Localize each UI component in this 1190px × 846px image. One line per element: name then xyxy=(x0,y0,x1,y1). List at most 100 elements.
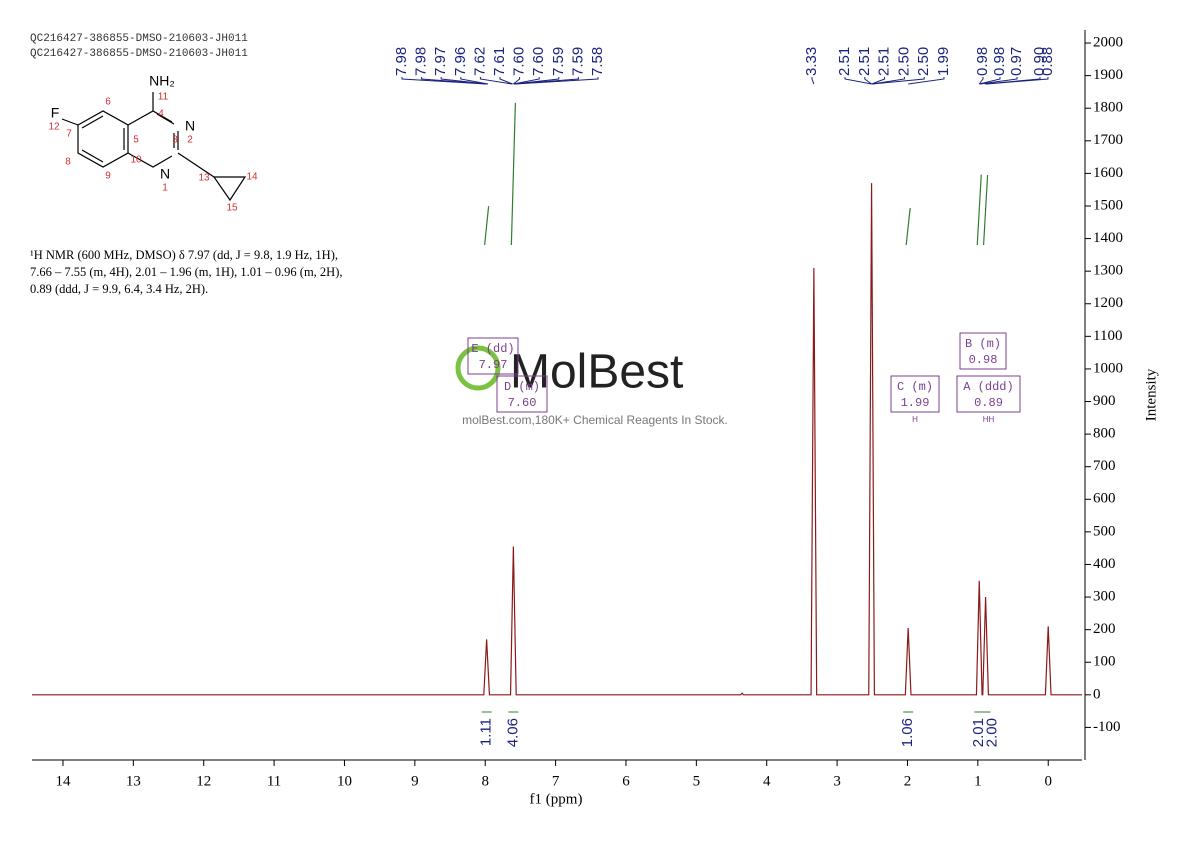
peak-leader xyxy=(871,77,886,85)
atom-number: 4 xyxy=(158,109,164,120)
x-axis-label: f1 (ppm) xyxy=(530,791,583,807)
y-tick-label: 1300 xyxy=(1093,263,1123,279)
integral-label: 2.01 xyxy=(970,718,987,747)
peak-label: 7.59 xyxy=(550,47,567,76)
peak-label: 0.88 xyxy=(1039,47,1056,76)
multiplet-shift: 1.99 xyxy=(901,396,930,410)
y-tick-label: 600 xyxy=(1093,491,1116,507)
multiplet-box xyxy=(496,375,548,413)
multiplet-label: D (m) xyxy=(504,380,540,394)
atom-number: 6 xyxy=(105,97,111,108)
atom-number: 2 xyxy=(187,135,193,146)
header-line: QC216427-386855-DMSO-210603-JH011 xyxy=(30,33,248,45)
peak-label: 2.51 xyxy=(876,47,893,76)
y-axis-label: Intensity xyxy=(1143,368,1159,421)
multiplet-box xyxy=(959,332,1007,370)
x-tick-label: 2 xyxy=(904,773,912,789)
peak-label: 7.61 xyxy=(491,47,508,76)
y-tick-label: 400 xyxy=(1093,556,1116,572)
peak-leader xyxy=(872,77,905,85)
peak-leader xyxy=(908,77,945,85)
y-tick-label: 900 xyxy=(1093,393,1116,409)
peak-label: 7.98 xyxy=(413,47,430,76)
multiplet-box xyxy=(467,337,519,375)
peak-leader xyxy=(514,77,599,85)
x-tick-label: 11 xyxy=(267,773,281,789)
x-tick-label: 10 xyxy=(337,773,352,789)
atom-number: 13 xyxy=(198,173,210,184)
peak-leader xyxy=(514,77,560,85)
y-tick-label: 1100 xyxy=(1093,328,1122,344)
peak-leader xyxy=(479,77,513,85)
y-tick-label: -100 xyxy=(1093,719,1121,735)
x-tick-label: 6 xyxy=(622,773,630,789)
x-tick-label: 1 xyxy=(974,773,982,789)
peak-label: 7.60 xyxy=(530,47,547,76)
peak-leader xyxy=(499,77,513,85)
multiplet-shift: 7.60 xyxy=(508,396,537,410)
peak-leader xyxy=(986,77,1049,85)
peak-label: 7.98 xyxy=(393,47,410,76)
atom-label: F xyxy=(51,105,60,121)
atom-label: N xyxy=(185,118,195,134)
integral-trace xyxy=(905,207,911,246)
peak-label: 7.58 xyxy=(589,47,606,76)
watermark-brand: MolBest xyxy=(510,346,683,399)
integral-label: 1.11 xyxy=(478,718,495,746)
y-tick-label: 2000 xyxy=(1093,34,1123,50)
nmr-description: ¹H NMR (600 MHz, DMSO) δ 7.97 (dd, J = 9… xyxy=(30,248,338,262)
peak-leader xyxy=(440,77,488,85)
peak-label: 0.90 xyxy=(1031,47,1048,76)
peak-leader xyxy=(864,77,872,85)
x-tick-label: 7 xyxy=(552,773,560,789)
multiplet-label: A (ddd) xyxy=(963,380,1013,394)
y-tick-label: 1400 xyxy=(1093,230,1123,246)
y-tick-label: 1600 xyxy=(1093,165,1123,181)
peak-label: 2.50 xyxy=(915,47,932,76)
atom-number: 14 xyxy=(246,172,258,183)
multiplet-label: B (m) xyxy=(965,337,1001,351)
atom-label: NH₂ xyxy=(149,73,175,89)
y-tick-label: 1700 xyxy=(1093,132,1123,148)
multiplet-box xyxy=(890,375,940,413)
y-tick-label: 100 xyxy=(1093,654,1116,670)
atom-label: N xyxy=(160,166,170,182)
peak-label: 0.97 xyxy=(1008,47,1025,76)
atom-number: 15 xyxy=(226,203,238,214)
peak-leader xyxy=(513,77,521,85)
x-tick-label: 5 xyxy=(693,773,701,789)
integral-trace xyxy=(982,174,989,246)
x-tick-label: 3 xyxy=(833,773,841,789)
integral-label: 1.06 xyxy=(899,718,916,747)
x-tick-label: 4 xyxy=(763,773,771,789)
peak-leader xyxy=(979,77,1001,85)
watermark-tagline: molBest.com,180K+ Chemical Reagents In S… xyxy=(462,413,728,427)
peak-label: 7.96 xyxy=(452,47,469,76)
peak-leader xyxy=(513,77,540,85)
peak-leader xyxy=(872,77,925,85)
multiplet-shift: 0.98 xyxy=(969,353,998,367)
integral-trace xyxy=(484,206,490,246)
atom-number: 8 xyxy=(65,157,71,168)
y-tick-label: 800 xyxy=(1093,426,1116,442)
x-tick-label: 0 xyxy=(1044,773,1052,789)
y-tick-label: 200 xyxy=(1093,621,1116,637)
peak-leader xyxy=(460,77,489,85)
peak-label: 7.60 xyxy=(511,47,528,76)
y-tick-label: 1500 xyxy=(1093,197,1123,213)
y-tick-label: 1200 xyxy=(1093,295,1123,311)
peak-leader xyxy=(978,77,984,85)
x-tick-label: 13 xyxy=(126,773,141,789)
atom-number: 1 xyxy=(162,183,168,194)
nmr-description: 7.66 – 7.55 (m, 4H), 2.01 – 1.96 (m, 1H)… xyxy=(30,265,342,279)
peak-label: 7.62 xyxy=(471,47,488,76)
y-tick-label: 700 xyxy=(1093,458,1116,474)
integral-trace xyxy=(976,174,982,246)
y-tick-label: 1900 xyxy=(1093,67,1123,83)
x-tick-label: 14 xyxy=(55,773,71,789)
integral-trace xyxy=(510,102,516,246)
molecule xyxy=(61,92,247,202)
peak-leader xyxy=(979,77,1018,85)
multiplet-h: HH xyxy=(983,415,995,424)
